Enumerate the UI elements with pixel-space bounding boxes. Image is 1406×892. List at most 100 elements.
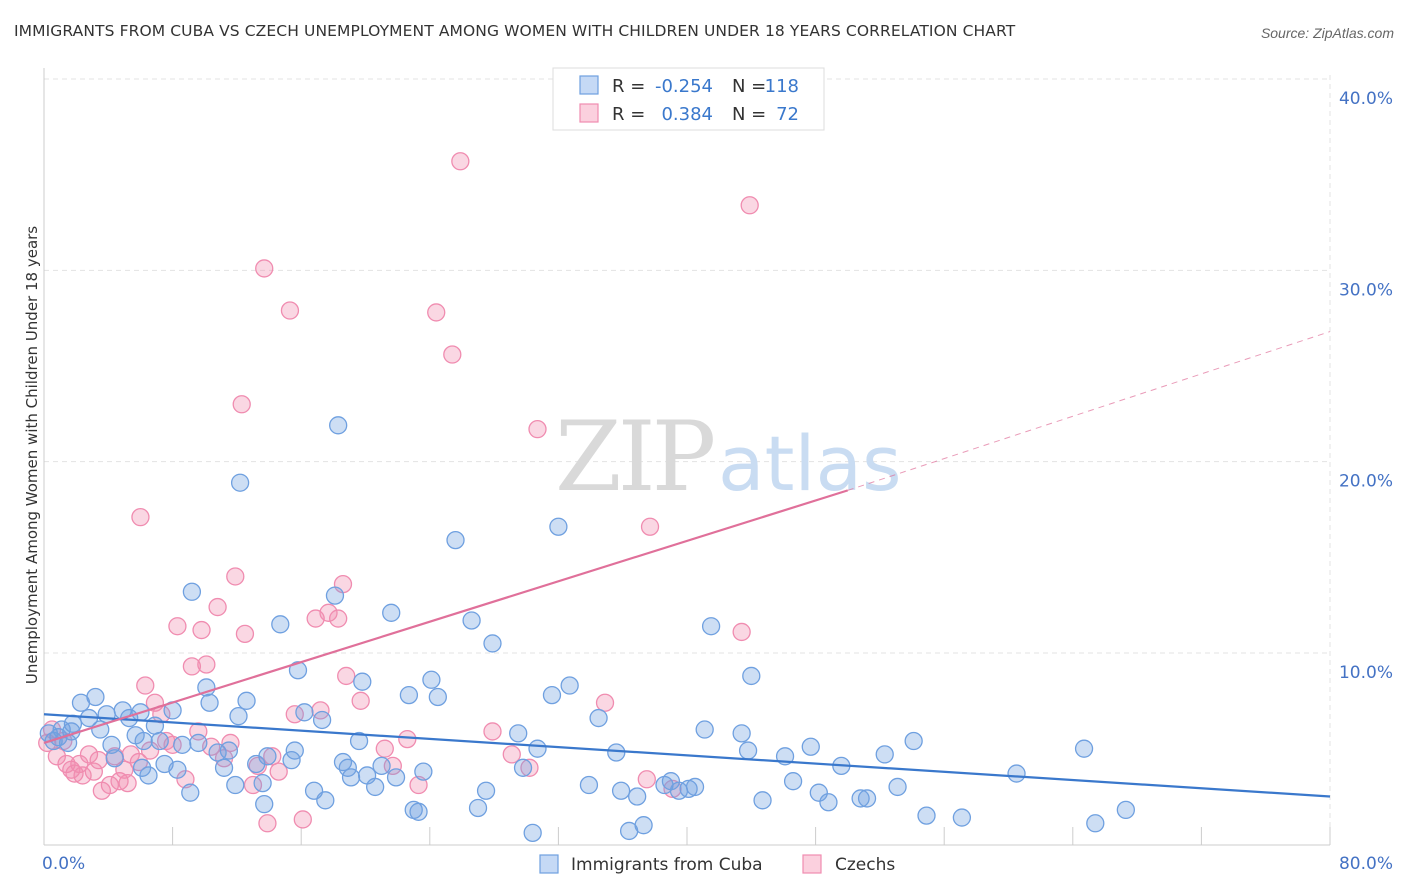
czech-point-43 [258, 814, 277, 833]
czech-point-52 [329, 609, 348, 628]
legend-r-value-cuba: -0.254 [655, 76, 713, 97]
cuba-point-78 [542, 685, 562, 705]
cuba-point-36 [229, 706, 248, 726]
cuba-point-108 [888, 777, 907, 797]
czech-point-42 [255, 259, 274, 278]
czech-point-9 [79, 745, 99, 764]
cuba-point-20 [139, 766, 158, 785]
czech-point-10 [84, 762, 103, 781]
cuba-point-102 [809, 783, 828, 802]
czech-point-45 [269, 762, 288, 781]
legend-box: R = -0.254 N = 118 R = 0.384 N = 72 [552, 67, 825, 131]
cuba-point-111 [952, 808, 972, 827]
czech-point-32 [197, 655, 216, 674]
czech-point-62 [451, 152, 470, 171]
cuba-point-27 [181, 783, 200, 802]
cuba-point-66 [414, 762, 433, 781]
czech-point-36 [221, 733, 240, 753]
cuba-point-55 [341, 768, 361, 787]
trend-line-1 [43, 489, 849, 744]
cuba-point-107 [875, 745, 894, 764]
cuba-point-52 [329, 416, 348, 435]
cuba-point-96 [738, 741, 758, 760]
cuba-point-35 [226, 775, 245, 795]
czech-point-58 [398, 729, 417, 749]
cuba-point-63 [399, 685, 419, 705]
cuba-point-95 [732, 724, 751, 743]
cuba-point-115 [1116, 800, 1135, 820]
cuba-point-69 [446, 530, 465, 550]
czech-point-69 [640, 517, 660, 536]
cuba-point-86 [628, 787, 647, 806]
legend-n-value-czech: 72 [776, 104, 799, 125]
cuba-point-53 [333, 752, 353, 772]
trend-line-0 [43, 713, 1331, 798]
czech-point-29 [182, 657, 202, 676]
y-tick-labels: 10.0% 20.0% 30.0% 40.0% [1339, 89, 1393, 683]
bottom-legend-label-czech: Czechs [835, 855, 895, 875]
czech-point-39 [235, 624, 255, 644]
cuba-point-11 [97, 705, 116, 724]
y-tick-label-1: 20.0% [1339, 472, 1393, 492]
legend-r-label-czech: R = [612, 104, 645, 125]
cuba-point-114 [1086, 814, 1105, 833]
cuba-point-74 [509, 724, 528, 743]
cuba-point-33 [214, 758, 234, 777]
cuba-point-77 [528, 739, 547, 758]
cuba-point-93 [695, 720, 714, 739]
bottom-legend: Immigrants from Cuba Czechs [539, 854, 895, 875]
cuba-point-49 [312, 710, 332, 730]
cuba-point-72 [476, 781, 496, 800]
cuba-point-43 [271, 615, 290, 634]
cuba-point-97 [742, 666, 761, 686]
watermark: ZIP atlas [555, 401, 902, 513]
czech-point-72 [740, 196, 759, 215]
cuba-point-28 [182, 582, 202, 601]
trend-lines [43, 331, 1331, 798]
cuba-point-12 [102, 735, 121, 754]
legend-n-value-cuba: 118 [765, 76, 799, 97]
cuba-point-37 [230, 473, 250, 492]
y-axis-label: Unemployment Among Women with Children U… [23, 226, 41, 684]
cuba-point-41 [255, 795, 274, 814]
czech-point-21 [136, 676, 155, 695]
x-tick-labels: 0.0% 80.0% [42, 854, 1393, 874]
bottom-legend-swatch-czech [802, 854, 822, 874]
legend-n-label-cuba: N = [732, 76, 766, 97]
czech-point-8 [73, 766, 92, 785]
cuba-point-59 [365, 777, 385, 797]
cuba-point-9 [86, 687, 105, 707]
czech-point-46 [280, 301, 300, 320]
czech-point-55 [351, 691, 370, 710]
cuba-point-103 [819, 793, 838, 812]
cuba-point-105 [851, 789, 870, 808]
y-tick-label-3: 40.0% [1339, 89, 1393, 109]
cuba-point-13 [105, 749, 124, 768]
cuba-point-54 [338, 758, 357, 777]
cuba-point-31 [200, 693, 219, 712]
cuba-point-40 [253, 773, 272, 793]
cuba-point-110 [917, 806, 936, 825]
cuba-point-80 [560, 676, 579, 695]
cuba-point-70 [462, 611, 481, 630]
czech-point-65 [520, 758, 539, 777]
bottom-legend-swatch-cuba [539, 854, 559, 874]
cuba-point-98 [753, 791, 772, 810]
cuba-point-46 [288, 661, 308, 680]
cuba-point-82 [589, 708, 608, 728]
czech-point-60 [427, 303, 446, 322]
cuba-point-65 [409, 802, 428, 821]
czech-point-7 [70, 754, 89, 774]
cuba-point-83 [607, 743, 626, 762]
cuba-point-56 [349, 731, 369, 751]
cuba-point-10 [91, 720, 110, 739]
legend-r-label-cuba: R = [612, 76, 645, 97]
czech-point-59 [409, 775, 428, 795]
cuba-point-68 [428, 687, 447, 707]
cuba-point-91 [679, 779, 698, 798]
czech-point-44 [263, 747, 282, 766]
legend-swatch-czech [579, 103, 599, 123]
cuba-point-32 [208, 743, 227, 762]
watermark-zip: ZIP [555, 401, 714, 513]
